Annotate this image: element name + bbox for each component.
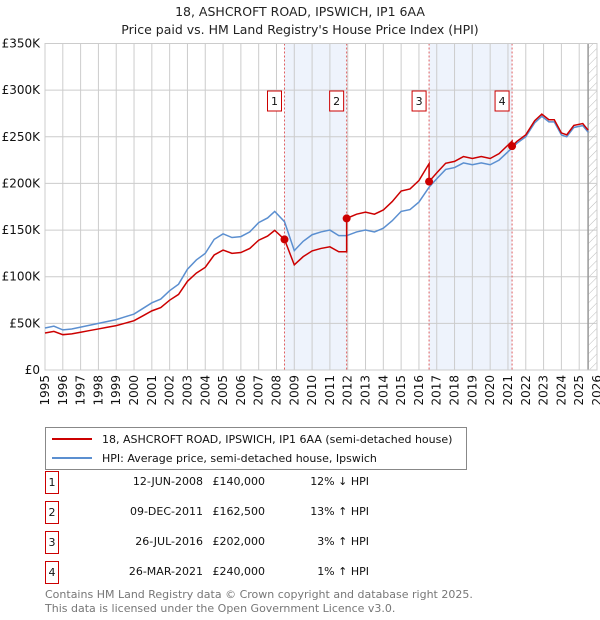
- sale-label-number: 2: [333, 95, 340, 108]
- x-tick-label: 1995: [38, 375, 52, 406]
- x-tick-label: 2004: [198, 375, 212, 406]
- x-tick-label: 2008: [269, 375, 283, 406]
- y-tick-label: £300K: [2, 83, 42, 97]
- x-tick-label: 2023: [537, 375, 551, 406]
- x-tick-label: 2000: [127, 375, 141, 406]
- x-tick-label: 2015: [394, 375, 408, 406]
- y-tick-label: £50K: [9, 316, 41, 330]
- x-tick-label: 2024: [554, 375, 568, 406]
- x-tick-label: 2026: [590, 375, 600, 406]
- sale-date: 26-JUL-2016: [135, 535, 203, 548]
- x-tick-label: 2009: [287, 375, 301, 406]
- sale-label-box: [494, 90, 510, 112]
- y-tick-label: £100K: [2, 270, 42, 284]
- y-tick-label: £250K: [2, 130, 42, 144]
- x-tick-label: 2022: [519, 375, 533, 406]
- sale-hpi-diff: 12% ↓ HPI: [310, 475, 369, 488]
- sale-price: £240,000: [212, 565, 266, 578]
- sale-price: £202,000: [212, 535, 266, 548]
- sale-date: 09-DEC-2011: [129, 505, 203, 518]
- forecast-hatch: [588, 43, 597, 370]
- sale-label-box: [266, 90, 282, 112]
- y-tick-label: £150K: [2, 223, 42, 237]
- legend-item-property: 18, ASHCROFT ROAD, IPSWICH, IP1 6AA (sem…: [52, 430, 452, 448]
- sale-date: 12-JUN-2008: [132, 475, 203, 488]
- sale-price: £162,500: [212, 505, 266, 518]
- x-tick-label: 2010: [305, 375, 319, 406]
- chart-title: 18, ASHCROFT ROAD, IPSWICH, IP1 6AA: [175, 4, 425, 19]
- sale-hpi-diff: 13% ↑ HPI: [310, 505, 369, 518]
- sale-date: 26-MAR-2021: [128, 565, 203, 578]
- legend-label: HPI: Average price, semi-detached house,…: [102, 451, 377, 465]
- x-tick-label: 2011: [323, 375, 337, 406]
- y-tick-label: £350K: [2, 37, 42, 51]
- x-tick-label: 2013: [359, 375, 373, 406]
- sale-hpi-diff: 3% ↑ HPI: [317, 535, 369, 548]
- x-tick-label: 2001: [145, 375, 159, 406]
- sale-point: [425, 177, 434, 186]
- sale-number-badge: 3: [45, 531, 59, 554]
- x-tick-label: 2020: [483, 375, 497, 406]
- sale-label-box: [329, 90, 345, 112]
- x-tick-label: 2021: [501, 375, 515, 406]
- x-tick-label: 2016: [412, 375, 426, 406]
- sale-number-badge: 1: [45, 471, 59, 494]
- footer-licence: This data is licensed under the Open Gov…: [45, 602, 396, 615]
- y-tick-label: £0: [25, 363, 40, 377]
- sale-hpi-diff: 1% ↑ HPI: [317, 565, 369, 578]
- sale-price: £140,000: [212, 475, 266, 488]
- sale-label-number: 4: [499, 95, 506, 108]
- x-tick-label: 2012: [341, 375, 355, 406]
- x-tick-label: 2002: [163, 375, 177, 406]
- sale-number-badge: 4: [45, 561, 59, 584]
- x-tick-label: 2003: [180, 375, 194, 406]
- x-tick-label: 2005: [216, 375, 230, 406]
- legend-swatch-blue: [52, 457, 92, 459]
- plot-border: [44, 43, 598, 371]
- x-tick-label: 2007: [252, 375, 266, 406]
- sale-label-number: 1: [271, 95, 278, 108]
- x-tick-label: 2017: [430, 375, 444, 406]
- sale-point: [342, 214, 351, 223]
- x-tick-label: 2018: [448, 375, 462, 406]
- footer-copyright: Contains HM Land Registry data © Crown c…: [45, 588, 473, 601]
- x-tick-label: 1998: [91, 375, 105, 406]
- price-chart: £0 £50K £100K £150K £200K £250K £300K £350K 1995…: [2, 37, 600, 406]
- legend: 18, ASHCROFT ROAD, IPSWICH, IP1 6AA (sem…: [45, 427, 467, 470]
- legend-swatch-red: [52, 438, 92, 440]
- sale-number-badge: 2: [45, 501, 59, 524]
- x-tick-label: 2019: [465, 375, 479, 406]
- sale-label-number: 3: [416, 95, 423, 108]
- x-tick-label: 2025: [572, 375, 586, 406]
- legend-label: 18, ASHCROFT ROAD, IPSWICH, IP1 6AA (sem…: [102, 432, 453, 446]
- y-tick-label: £200K: [2, 176, 42, 190]
- sale-point: [508, 142, 517, 151]
- x-tick-label: 1997: [74, 375, 88, 406]
- x-tick-label: 1999: [109, 375, 123, 406]
- sale-point: [280, 235, 289, 244]
- sale-label-box: [411, 90, 427, 112]
- x-tick-label: 2014: [376, 375, 390, 406]
- legend-item-hpi: HPI: Average price, semi-detached house,…: [52, 449, 377, 467]
- x-tick-label: 2006: [234, 375, 248, 406]
- x-tick-label: 1996: [56, 375, 70, 406]
- chart-subtitle: Price paid vs. HM Land Registry's House …: [121, 22, 479, 37]
